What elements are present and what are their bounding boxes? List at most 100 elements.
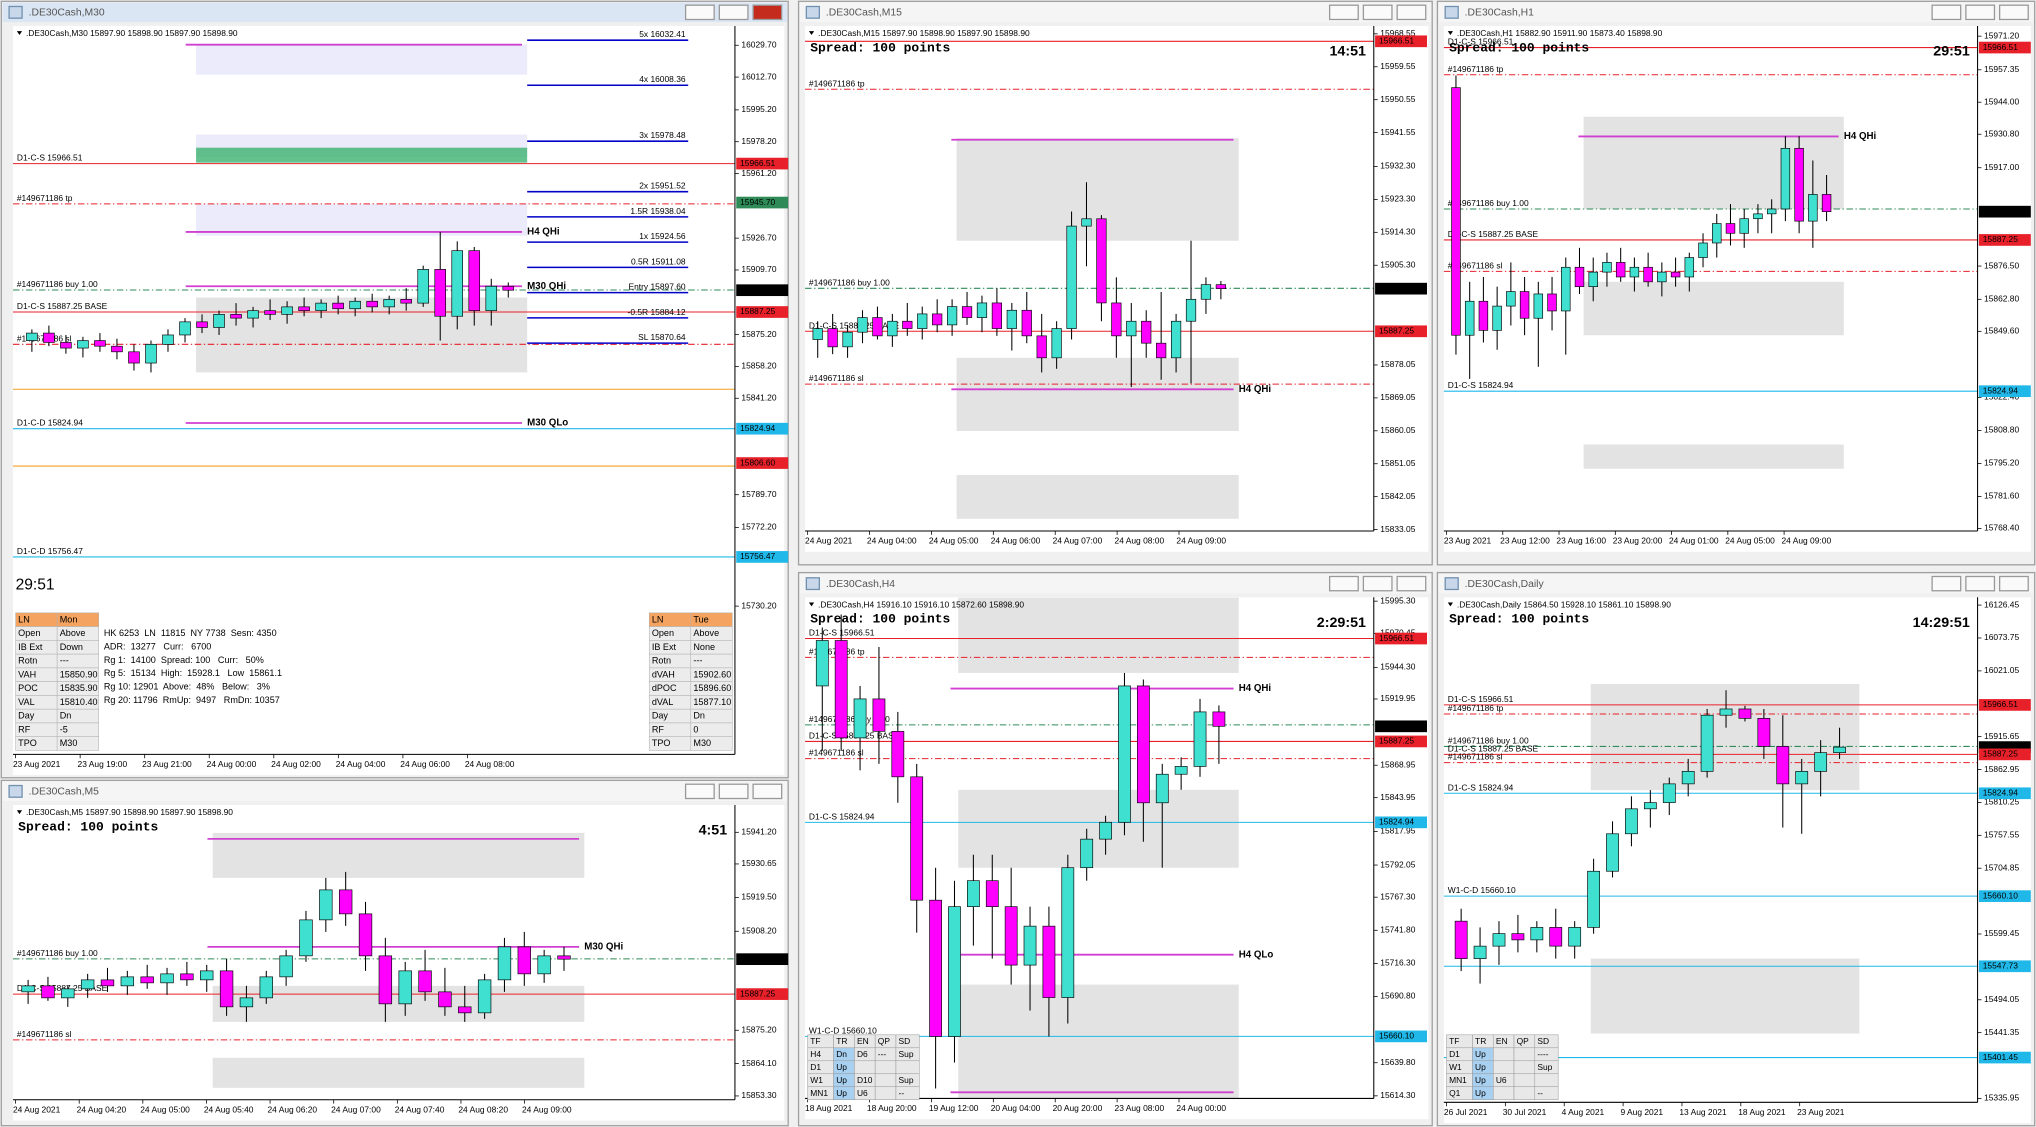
candle-body [100,979,115,987]
info-text: VAL [18,697,35,707]
candle-body [1821,194,1832,212]
price-tag [1375,632,1428,645]
minimize-button[interactable] [1328,4,1359,21]
spread-label: Spread: 100 points [1449,40,1589,55]
maximize-button[interactable] [718,4,749,21]
candle-body [239,997,254,1008]
candle-body [1719,708,1733,716]
candle-body [1212,711,1226,727]
table-cell [1513,1086,1536,1100]
zone-label: H4 QHi [1239,384,1272,395]
time-label: 24 Aug 06:20 [267,1104,317,1114]
candle-body [26,332,38,341]
table-text: QP [878,1036,891,1046]
table-text: W1 [810,1075,823,1085]
candle-body [1766,208,1777,215]
table-text: Up [1475,1075,1486,1085]
time-label: 23 Aug 08:00 [1115,1103,1165,1113]
price-tag-label: 15824.94 [1379,817,1414,827]
minimize-button[interactable] [684,783,715,800]
table-text: Sup [899,1075,914,1085]
candle-body [842,331,853,348]
candle-body [145,343,157,364]
level-label: D1-C-S 15887.25 BASE [17,983,108,993]
maximize-button[interactable] [1362,575,1393,592]
price-tag [736,988,789,1000]
candle-body [299,919,313,957]
table-text: TR [836,1036,847,1046]
candle-body [1574,266,1585,288]
candle-body [120,976,135,987]
table-text: Up [1475,1088,1486,1098]
price-label: 15792.05 [1380,859,1415,869]
price-label: 15862.80 [1984,294,2019,304]
close-button[interactable] [752,783,783,800]
time-label: 26 Jul 2021 [1444,1107,1488,1117]
maximize-button[interactable] [718,783,749,800]
candle-body [1568,927,1582,947]
price-label: 15970.45 [1380,628,1415,638]
price-label: 15919.50 [741,892,776,902]
price-tag [1978,385,2031,398]
candle-body [1099,821,1112,840]
maximize-button[interactable] [1965,4,1996,21]
close-button[interactable] [1396,4,1427,21]
zone [1583,116,1844,209]
candle-body [1006,309,1017,329]
spread-label: Spread: 100 points [18,819,158,834]
zone-label: H4 QHi [527,227,560,238]
close-button[interactable] [1998,4,2029,21]
candle-body [1061,867,1075,998]
candle-body [400,299,412,304]
candle-body [279,955,293,978]
candle-timer: 4:51 [699,823,728,839]
price-tag-label: 15898.90 [1379,721,1414,731]
maximize-button[interactable] [1362,4,1393,21]
info-text: 15902.60 [693,669,731,679]
price-label: 15941.55 [1380,127,1415,137]
window-title: .DE30Cash,M30 [29,8,105,19]
window-title: .DE30Cash,H4 [826,579,895,590]
minimize-button[interactable] [1328,575,1359,592]
minimize-button[interactable] [684,4,715,21]
candle-body [537,955,551,975]
price-label: 15917.00 [1984,162,2019,172]
close-button[interactable] [1998,575,2029,592]
price-label: 15335.95 [1984,1093,2019,1103]
table-text: EN [1496,1036,1508,1046]
title-bar [799,573,1431,594]
price-label: 15810.25 [1984,797,2019,807]
price-label: 15730.20 [741,600,776,610]
candle-body [1080,838,1094,869]
price-label: 15944.00 [1984,96,2019,106]
candle-body [1036,335,1047,359]
price-tag [1375,35,1428,48]
fib-label: SL 15870.64 [638,332,686,342]
minimize-button[interactable] [1931,4,1962,21]
candle-body [1753,213,1763,220]
price-label: 15908.20 [741,926,776,936]
maximize-button[interactable] [1965,575,1996,592]
minimize-button[interactable] [1931,575,1962,592]
price-label: 15843.95 [1380,792,1415,802]
table-text: Up [1475,1049,1486,1059]
price-tag-label: 15824.94 [740,423,775,433]
candle-body [1511,933,1525,941]
price-label: 15842.05 [1380,491,1415,501]
price-tag-label: 15887.25 [740,988,775,998]
level-label: #149671186 sl [17,1029,72,1039]
candle-body [961,306,973,318]
price-label: 15876.50 [1984,260,2019,270]
time-label: 24 Aug 08:00 [1115,536,1165,546]
close-button[interactable] [752,4,783,21]
candle-body [1492,305,1502,331]
price-label: 15915.65 [1984,731,2019,741]
close-button[interactable] [1396,575,1427,592]
table-text: TR [1475,1036,1486,1046]
price-tag [1978,41,2031,54]
info-text: 15877.10 [693,697,731,707]
time-label: 13 Aug 2021 [1679,1107,1727,1117]
price-tag-label: 15966.51 [1983,42,2018,52]
info-text: RF [652,724,665,734]
